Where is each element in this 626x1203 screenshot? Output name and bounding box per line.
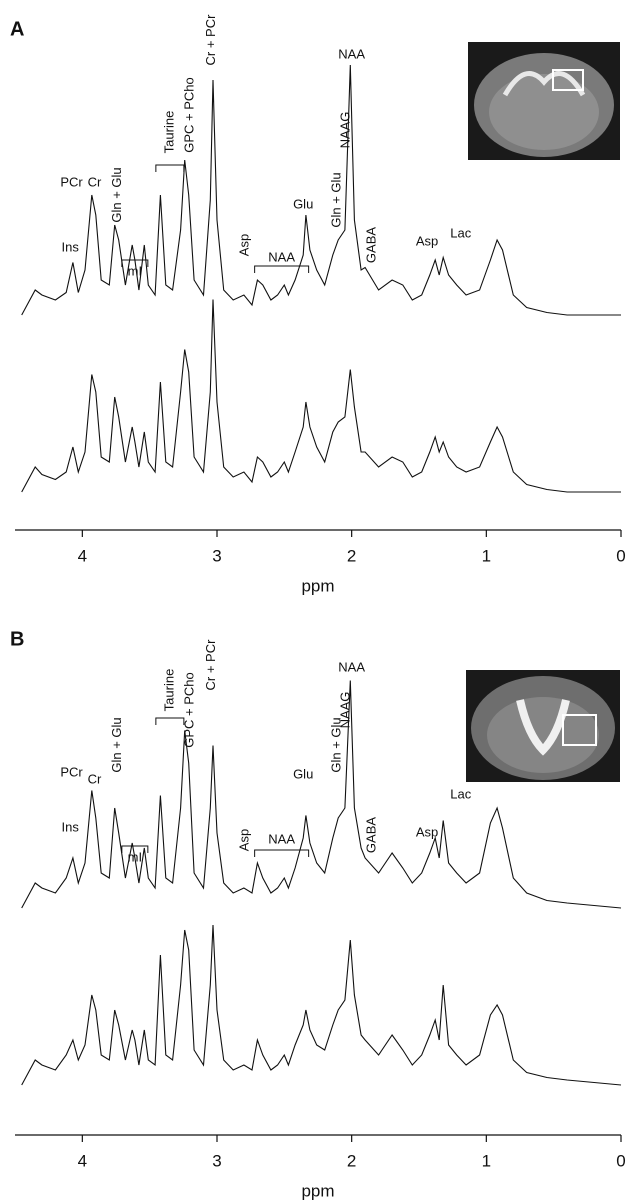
- bracket: [155, 164, 185, 172]
- peak-label: Taurine: [161, 669, 176, 712]
- panel-label: A: [10, 18, 24, 40]
- peak-label: mI: [128, 849, 142, 864]
- peak-label: Taurine: [161, 111, 176, 154]
- x-tick-label: 2: [347, 546, 356, 565]
- bracket: [155, 717, 185, 725]
- peak-label: NAA: [338, 659, 365, 674]
- peak-label: PCr: [60, 174, 83, 189]
- peak-label: mI: [128, 263, 142, 278]
- peak-label: NAA: [268, 249, 295, 264]
- peak-label: NAAG: [338, 112, 353, 149]
- mri-inset: [468, 42, 620, 160]
- peak-label: Cr: [88, 771, 102, 786]
- x-tick-label: 4: [78, 1151, 87, 1170]
- peak-label: NAA: [338, 46, 365, 61]
- x-tick-label: 4: [78, 546, 87, 565]
- bracket: [121, 845, 149, 853]
- peak-label: Ins: [62, 819, 80, 834]
- mri-inset: [466, 670, 620, 782]
- bracket: [254, 265, 310, 273]
- peak-label: Gln + Glu: [328, 717, 343, 772]
- x-tick-label: 3: [212, 546, 221, 565]
- peak-label: GABA: [363, 817, 378, 853]
- peak-label: NAA: [268, 831, 295, 846]
- peak-label: GABA: [363, 227, 378, 263]
- peak-label: Asp: [416, 233, 438, 248]
- peak-label: PCr: [60, 764, 83, 779]
- peak-label: Ins: [62, 239, 80, 254]
- peak-label: Cr + PCr: [203, 639, 218, 691]
- peak-label: Gln + Glu: [328, 172, 343, 227]
- peak-label: Asp: [416, 824, 438, 839]
- peak-label: Lac: [450, 786, 471, 801]
- peak-label: Lac: [450, 225, 471, 240]
- x-axis-label: ppm: [301, 576, 334, 595]
- peak-label: Gln + Glu: [109, 167, 124, 222]
- x-tick-label: 3: [212, 1151, 221, 1170]
- peak-label: GPC + PCho: [182, 77, 197, 153]
- bracket: [254, 849, 310, 857]
- x-axis-label: ppm: [301, 1181, 334, 1200]
- x-tick-label: 1: [482, 546, 491, 565]
- peak-label: GPC + PCho: [182, 672, 197, 748]
- x-tick-label: 2: [347, 1151, 356, 1170]
- peak-label: Glu: [293, 196, 313, 211]
- peak-label: Cr: [88, 174, 102, 189]
- peak-label: Glu: [293, 766, 313, 781]
- spectrum-line: [21, 64, 621, 316]
- spectrum-line: [21, 680, 622, 909]
- bracket: [121, 259, 149, 267]
- panel-label: B: [10, 628, 24, 650]
- peak-label: Asp: [237, 234, 252, 256]
- x-tick-label: 0: [616, 1151, 625, 1170]
- peak-label: Asp: [237, 829, 252, 851]
- peak-label: NAAG: [338, 692, 353, 729]
- x-tick-label: 1: [482, 1151, 491, 1170]
- peak-label: Gln + Glu: [109, 717, 124, 772]
- peak-label: Cr + PCr: [203, 14, 218, 66]
- spectrum-line: [21, 924, 622, 1086]
- x-tick-label: 0: [616, 546, 625, 565]
- spectrum-line: [21, 299, 621, 493]
